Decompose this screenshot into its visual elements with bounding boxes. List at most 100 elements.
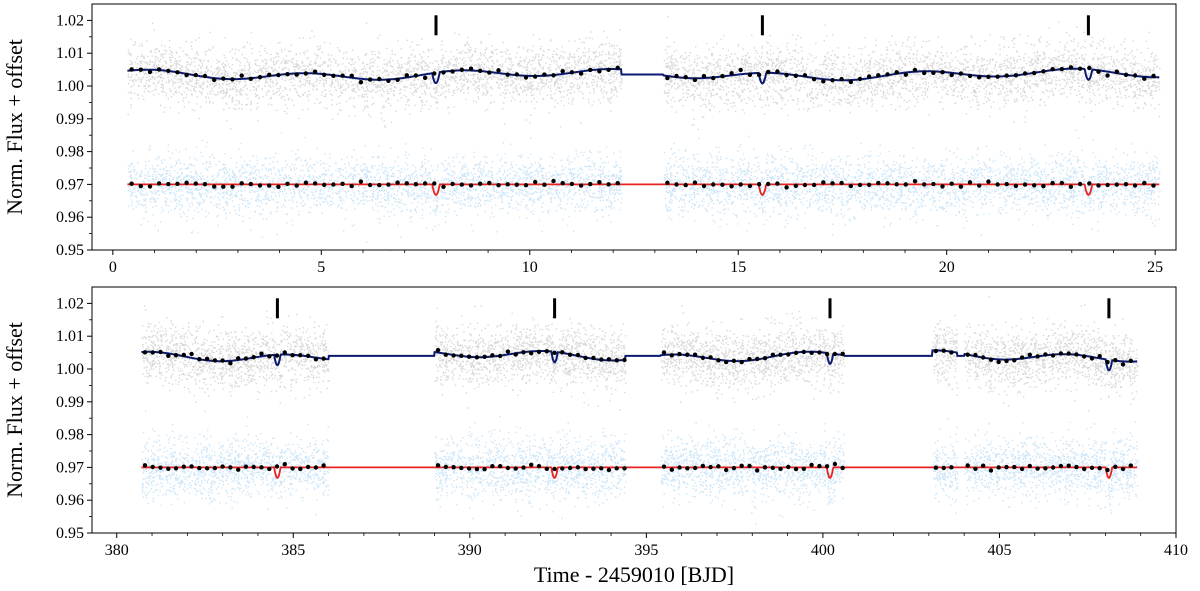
bottom-binned-detrended-point bbox=[762, 465, 768, 470]
top-binned-detrended-point bbox=[487, 180, 492, 186]
top-binned-raw-point bbox=[212, 77, 217, 83]
bottom-transit-markers bbox=[275, 298, 1111, 319]
bottom-binned-raw-point bbox=[1066, 351, 1071, 356]
bottom-binned-raw-point bbox=[567, 352, 573, 357]
top-binned-detrended-point bbox=[193, 181, 198, 186]
bottom-binned-detrended-point bbox=[817, 463, 822, 469]
top-binned-detrended-point bbox=[848, 183, 853, 189]
bottom-transit-marker bbox=[1107, 298, 1111, 319]
top-binned-raw-point bbox=[1032, 70, 1037, 76]
bottom-binned-detrended-point bbox=[692, 465, 698, 471]
top-binned-detrended-point bbox=[857, 182, 863, 188]
bottom-binned-detrended-point bbox=[459, 465, 464, 471]
top-binned-raw-point bbox=[202, 73, 208, 79]
top-binned-detrended-point bbox=[569, 181, 575, 187]
top-binned-raw-point bbox=[578, 71, 584, 76]
bottom-binned-detrended-point bbox=[708, 464, 713, 470]
bottom-binned-detrended-point bbox=[529, 462, 534, 467]
bottom-y-ticks: 0.95 0.96 0.97 0.98 0.99 1.00 1.01 1.02 bbox=[56, 295, 92, 542]
bottom-binned-raw-point bbox=[1050, 353, 1056, 358]
bottom-binned-detrended-point bbox=[778, 466, 783, 471]
bottom-binned-raw-point bbox=[1035, 354, 1040, 359]
top-binned-raw-point bbox=[692, 77, 698, 83]
bottom-binned-raw-point bbox=[1097, 354, 1102, 359]
top-binned-detrended-point bbox=[1114, 182, 1120, 187]
bottom-y-tick-label: 0.97 bbox=[56, 459, 84, 476]
bottom-binned-detrended-point bbox=[243, 464, 249, 469]
x-axis-label: Time - 2459010 [BJD] bbox=[534, 562, 734, 587]
bottom-binned-detrended-point bbox=[204, 466, 210, 471]
top-gp-model-line bbox=[127, 67, 1160, 85]
top-binned-raw-point bbox=[1068, 65, 1074, 70]
top-binned-detrended-point bbox=[496, 183, 501, 188]
top-binned-raw-point bbox=[766, 69, 771, 75]
bottom-y-tick-label: 1.02 bbox=[56, 295, 84, 312]
top-binned-raw-point bbox=[701, 74, 707, 79]
top-y-tick-label: 0.97 bbox=[56, 176, 84, 193]
bottom-binned-detrended-point bbox=[941, 465, 946, 471]
bottom-binned-detrended-point bbox=[298, 466, 303, 472]
bottom-binned-raw-point bbox=[1058, 351, 1064, 356]
bottom-binned-raw-point bbox=[817, 350, 822, 355]
top-binned-detrended-point bbox=[606, 182, 611, 187]
bottom-binned-detrended-point bbox=[544, 466, 549, 471]
bottom-binned-detrended-point bbox=[181, 464, 186, 469]
bottom-binned-raw-point bbox=[490, 353, 495, 358]
bottom-binned-detrended-point bbox=[981, 463, 986, 468]
bottom-binned-detrended-point bbox=[824, 464, 830, 469]
bottom-binned-detrended-point bbox=[274, 464, 280, 469]
top-binned-raw-point bbox=[569, 70, 575, 75]
top-binned-detrended-point bbox=[147, 184, 153, 189]
top-binned-detrended-point bbox=[588, 181, 593, 187]
top-binned-detrended-point bbox=[285, 181, 290, 186]
top-binned-detrended-point bbox=[775, 181, 780, 186]
top-binned-raw-point bbox=[1105, 73, 1110, 78]
top-y-tick-label: 0.96 bbox=[56, 209, 84, 226]
bottom-x-tick-label: 400 bbox=[811, 542, 835, 559]
bottom-binned-raw-point bbox=[988, 357, 994, 362]
top-binned-detrended-point bbox=[441, 184, 446, 189]
top-binned-raw-point bbox=[615, 65, 620, 71]
top-binned-detrended-point bbox=[432, 181, 437, 186]
bottom-binned-raw-point bbox=[220, 358, 225, 363]
top-binned-detrended-point bbox=[221, 184, 226, 189]
bottom-panel-frame bbox=[91, 286, 1177, 534]
top-binned-raw-point bbox=[848, 79, 853, 85]
bottom-binned-detrended-point bbox=[949, 465, 954, 470]
top-transit-marker bbox=[434, 15, 438, 36]
bottom-binned-detrended-point bbox=[933, 465, 939, 470]
top-binned-raw-point bbox=[922, 70, 927, 76]
top-transit-model-line bbox=[127, 183, 1160, 196]
bottom-binned-raw-point bbox=[1082, 354, 1087, 359]
bottom-binned-raw-point bbox=[832, 351, 838, 357]
bottom-y-tick-label: 1.00 bbox=[56, 361, 84, 378]
top-binned-raw-point bbox=[821, 79, 826, 84]
top-y-tick-label: 0.99 bbox=[56, 111, 84, 128]
bottom-binned-detrended-point bbox=[236, 467, 241, 472]
bottom-binned-raw-point bbox=[1004, 358, 1009, 364]
top-raw-scatter bbox=[127, 16, 1161, 131]
top-binned-detrended-point bbox=[523, 183, 529, 188]
top-binned-raw-point bbox=[450, 69, 455, 74]
bottom-binned-raw-point bbox=[716, 358, 721, 363]
bottom-binned-raw-point bbox=[212, 358, 218, 363]
top-binned-raw-point bbox=[885, 72, 890, 77]
bottom-binned-raw-point bbox=[762, 356, 768, 361]
bottom-binned-raw-point bbox=[482, 354, 487, 359]
top-binned-raw-point bbox=[1123, 72, 1129, 78]
bottom-binned-detrended-point bbox=[1019, 466, 1025, 472]
top-binned-detrended-point bbox=[830, 181, 835, 186]
top-binned-raw-point bbox=[230, 77, 235, 82]
top-binned-detrended-point bbox=[1004, 181, 1009, 187]
top-binned-detrended-point bbox=[340, 181, 345, 186]
top-binned-detrended-point bbox=[683, 182, 688, 188]
bottom-binned-raw-point bbox=[189, 351, 194, 357]
top-binned-detrended-point bbox=[239, 181, 244, 186]
bottom-binned-raw-point bbox=[606, 357, 612, 362]
bottom-binned-raw-point bbox=[661, 350, 667, 355]
bottom-x-tick-label: 405 bbox=[987, 542, 1011, 559]
top-panel: 0 5 10 15 20 25 0.95 0.96 0.97 0.98 0.99 1.00 1.01 1… bbox=[2, 3, 1177, 276]
top-binned-raw-point bbox=[1077, 66, 1083, 71]
bottom-binned-raw-point bbox=[824, 351, 830, 357]
top-binned-detrended-point bbox=[404, 181, 409, 186]
